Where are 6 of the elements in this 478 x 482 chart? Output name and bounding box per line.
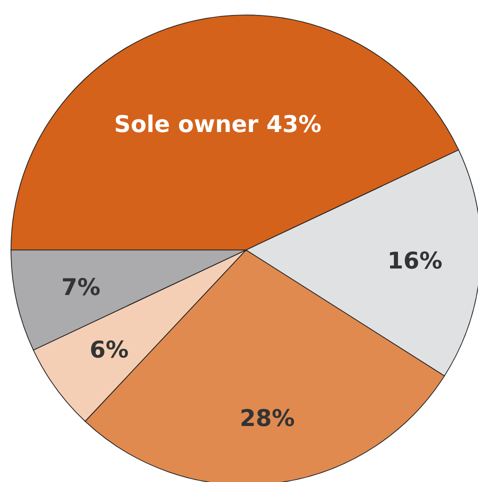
data-label: 28% (240, 406, 295, 432)
data-label: 43% (266, 112, 322, 138)
data-label: 16% (387, 248, 442, 275)
data-label: 7% (61, 274, 100, 301)
slice-label: Sole owner (114, 112, 266, 138)
data-label: 6% (90, 338, 129, 364)
